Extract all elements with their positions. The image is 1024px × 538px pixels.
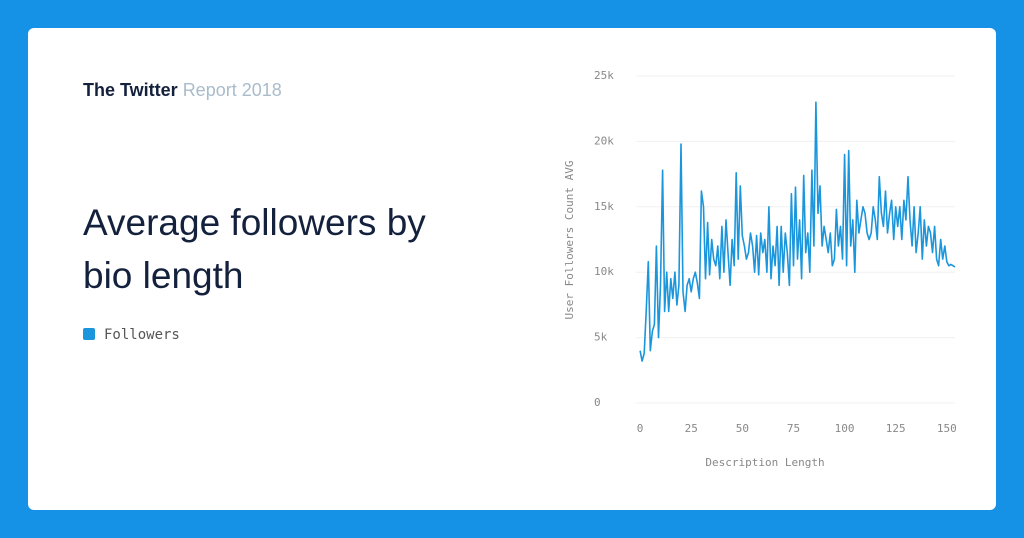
y-tick-label: 25k: [594, 69, 614, 82]
y-tick-label: 5k: [594, 331, 608, 344]
legend: Followers: [83, 327, 180, 343]
x-tick-label: 25: [685, 422, 698, 435]
brand: The Twitter: [83, 80, 178, 100]
chart-title: Average followers by bio length: [83, 202, 426, 296]
x-tick-label: 50: [736, 422, 749, 435]
y-tick-label: 10k: [594, 265, 614, 278]
y-axis-label: User Followers Count AVG: [563, 161, 576, 320]
y-tick-label: 15k: [594, 200, 614, 213]
y-tick-label: 0: [594, 396, 601, 409]
series-line: [639, 101, 956, 362]
x-tick-label: 100: [835, 422, 855, 435]
card: The Twitter Report 2018 Average follower…: [28, 28, 996, 510]
y-tick-label: 20k: [594, 134, 614, 147]
x-tick-label: 75: [787, 422, 800, 435]
header: The Twitter Report 2018: [83, 80, 282, 101]
x-tick-label: 150: [937, 422, 957, 435]
x-tick-label: 0: [637, 422, 644, 435]
x-tick-label: 125: [886, 422, 906, 435]
legend-swatch: [83, 328, 95, 340]
legend-label: Followers: [104, 327, 180, 343]
x-axis-label: Description Length: [705, 456, 824, 469]
report-name: Report 2018: [182, 80, 282, 100]
